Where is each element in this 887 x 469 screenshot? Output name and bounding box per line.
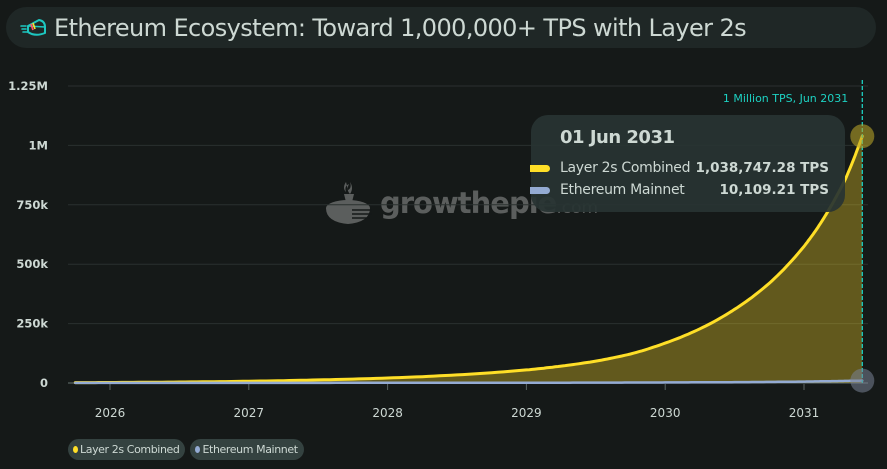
growthepie-watermark: growthepie.com: [322, 178, 598, 228]
x-tick-label: 2028: [372, 406, 403, 420]
x-tick-label: 2031: [789, 406, 820, 420]
legend-label: Layer 2s Combined: [80, 443, 180, 456]
x-tick-label: 2026: [95, 406, 126, 420]
y-tick-label: 750k: [16, 198, 48, 212]
x-tick-label: 2029: [511, 406, 542, 420]
y-tick-label: 1.25M: [8, 79, 48, 93]
legend-dot-icon: [195, 446, 201, 453]
y-tick-label: 500k: [16, 257, 48, 271]
x-tick-label: 2027: [234, 406, 265, 420]
layer2-hover-marker: [850, 124, 875, 149]
hover-tooltip: 01 Jun 2031 Layer 2s Combined 1,038,747.…: [530, 115, 845, 212]
y-tick-label: 1M: [29, 138, 48, 152]
tooltip-date: 01 Jun 2031: [560, 127, 675, 148]
mainnet-line: [74, 379, 864, 385]
legend-item-mainnet[interactable]: Ethereum Mainnet: [190, 439, 304, 460]
tooltip-label: Layer 2s Combined: [560, 160, 691, 176]
layer2-line: [73, 134, 864, 385]
legend-label: Ethereum Mainnet: [202, 443, 298, 456]
tooltip-label: Ethereum Mainnet: [560, 182, 685, 198]
chart-legend: Layer 2s Combined Ethereum Mainnet: [68, 439, 304, 460]
legend-dot-icon: [73, 446, 78, 453]
series-group: [73, 134, 864, 385]
x-tick-label: 2030: [650, 406, 681, 420]
y-axis: 0 250k 500k 750k 1M 1.25M: [8, 79, 48, 390]
growthepie-pie-speed-icon: [18, 13, 48, 43]
x-axis: 2026 2027 2028 2029 2030 2031: [95, 384, 820, 420]
chart-title-bar: Ethereum Ecosystem: Toward 1,000,000+ TP…: [6, 7, 876, 48]
legend-item-layer2[interactable]: Layer 2s Combined: [68, 439, 186, 460]
y-tick-label: 250k: [16, 317, 48, 331]
milestone-label: 1 Million TPS, Jun 2031: [723, 92, 848, 105]
milestone-annotation: 1 Million TPS, Jun 2031: [723, 80, 875, 393]
tooltip-row-layer2: Layer 2s Combined 1,038,747.28 TPS: [530, 160, 845, 180]
tooltip-row-mainnet: Ethereum Mainnet 10,109.21 TPS: [530, 182, 845, 202]
y-tick-label: 0: [40, 376, 48, 390]
layer2-swatch: [530, 165, 550, 172]
layer2-area: [75, 136, 863, 383]
growthepie-logo-icon: [326, 182, 372, 224]
mainnet-swatch: [530, 187, 550, 194]
tooltip-value: 10,109.21 TPS: [719, 182, 829, 198]
chart-title: Ethereum Ecosystem: Toward 1,000,000+ TP…: [54, 13, 747, 42]
tooltip-value: 1,038,747.28 TPS: [695, 160, 829, 176]
mainnet-hover-marker: [850, 368, 875, 393]
